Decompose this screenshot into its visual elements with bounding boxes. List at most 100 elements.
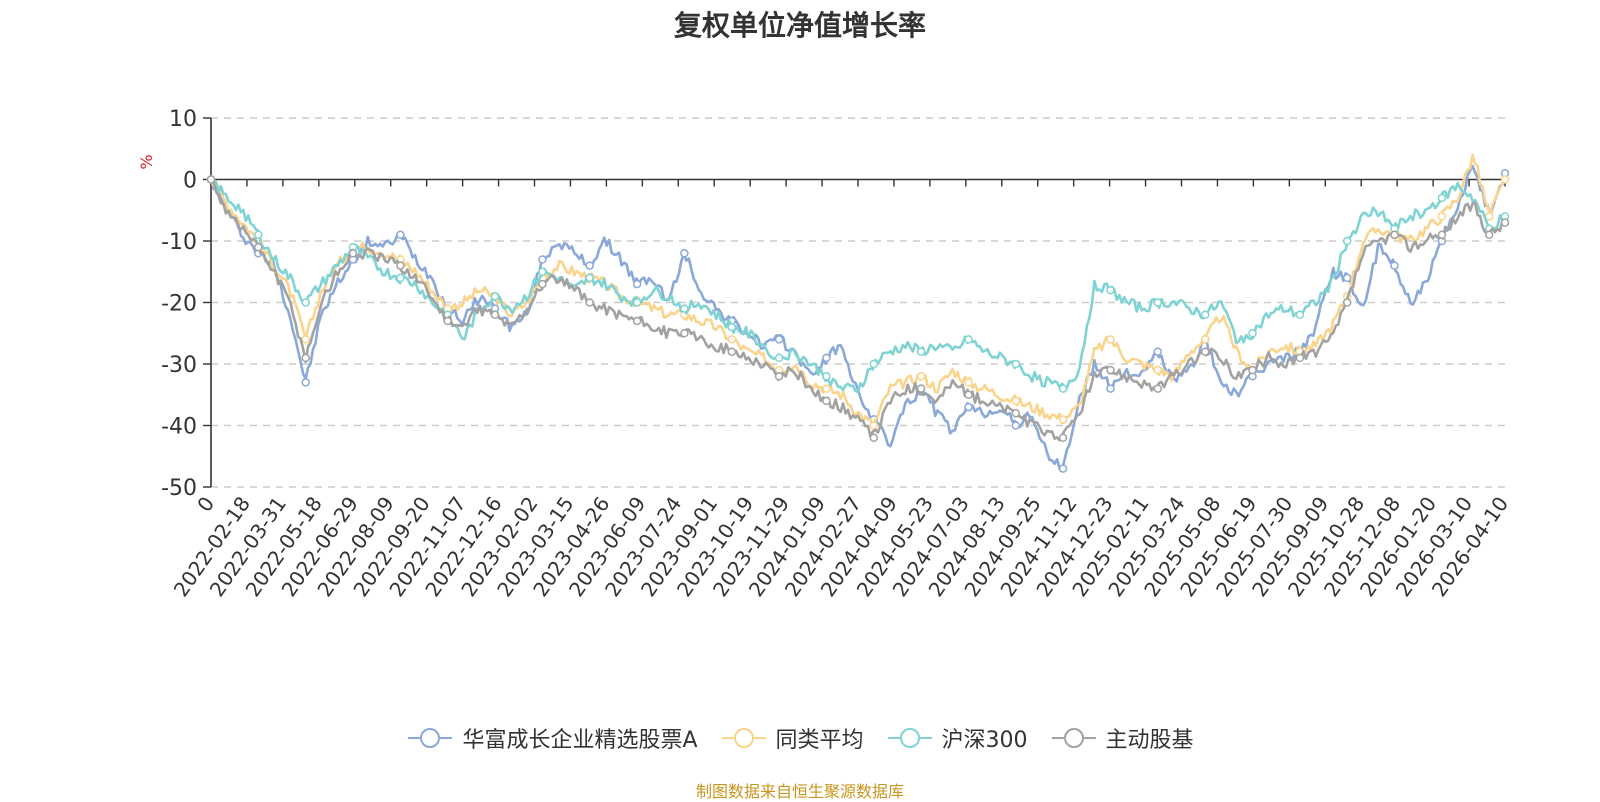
series-point (1200, 310, 1210, 320)
y-tick-label: -10 (161, 230, 197, 255)
series-point (964, 390, 973, 400)
series-point (680, 249, 689, 258)
series-point (1248, 329, 1257, 338)
series-line-0 (209, 165, 1507, 471)
series-point (964, 335, 973, 344)
series-point (1200, 347, 1210, 356)
series-point (1484, 230, 1494, 240)
series-point (1058, 415, 1068, 424)
legend-item-1[interactable]: 同类平均 (720, 722, 864, 754)
series-point (1437, 212, 1447, 221)
series-point (1153, 365, 1163, 375)
series-point (822, 372, 831, 381)
legend-item-3[interactable]: 主动股基 (1050, 722, 1194, 754)
series-point (1500, 175, 1510, 184)
series-point (869, 421, 879, 430)
series-point (1437, 193, 1447, 203)
series-line-3 (210, 178, 1506, 442)
y-tick-label: 0 (183, 169, 197, 194)
series-point (680, 329, 689, 338)
series-point (1295, 353, 1305, 363)
y-tick-label: 10 (169, 107, 197, 132)
y-tick-label: -30 (161, 353, 197, 378)
series-point (254, 242, 263, 252)
series-point (869, 433, 879, 443)
series-point (1153, 347, 1163, 356)
series-point (585, 298, 594, 307)
series-point (727, 322, 737, 332)
series-point (538, 279, 547, 289)
series-point (396, 230, 405, 240)
legend-item-0[interactable]: 华富成长企业精选股票A (406, 722, 698, 754)
series-point (254, 230, 263, 240)
y-axis-label: % (137, 154, 156, 169)
series-point (964, 378, 973, 387)
series-point (822, 353, 831, 363)
y-tick-label: -40 (161, 415, 197, 440)
series-point (490, 292, 500, 301)
series-point (1342, 273, 1352, 283)
y-tick-label: -20 (161, 292, 197, 317)
series-point (632, 298, 642, 307)
series-point (727, 335, 737, 344)
series-point (301, 378, 310, 387)
series-point (869, 359, 879, 369)
series-point (301, 298, 310, 307)
series-point (1248, 365, 1257, 375)
series-point (822, 384, 831, 393)
series-line-2 (210, 178, 1507, 394)
series-point (1011, 359, 1021, 369)
series-point (443, 316, 452, 326)
series-layer (206, 153, 1510, 473)
series-point (1058, 464, 1068, 473)
source-note: 制图数据来自恒生聚源数据库 (695, 782, 904, 801)
legend: 华富成长企业精选股票A 同类平均 沪深300 主动股基 (0, 722, 1600, 754)
series-point (1106, 365, 1115, 375)
series-point (964, 402, 973, 412)
series-point (396, 261, 405, 270)
legend-item-2[interactable]: 沪深300 (886, 722, 1028, 754)
series-point (396, 273, 405, 283)
series-point (1011, 421, 1021, 430)
series-point (1106, 335, 1115, 344)
series-point (585, 273, 594, 283)
series-point (301, 353, 310, 363)
axis-layer: 100-10-20-30-40-5002022-02-182022-03-312… (161, 107, 1513, 601)
series-point (916, 384, 926, 393)
series-point (1200, 335, 1210, 344)
series-point (1390, 261, 1399, 270)
series-point (538, 255, 547, 264)
series-point (206, 175, 216, 184)
series-point (774, 335, 784, 344)
series-point (1106, 285, 1115, 295)
series-point (585, 261, 594, 270)
series-point (1106, 384, 1115, 393)
series-point (727, 347, 737, 356)
series-point (822, 396, 831, 406)
series-line-1 (209, 153, 1507, 429)
series-point (301, 335, 310, 344)
legend-label: 主动股基 (1105, 728, 1194, 753)
x-tick-label: 0 (192, 492, 219, 516)
legend-label: 华富成长企业精选股票A (462, 728, 698, 753)
y-tick-label: -50 (161, 476, 197, 501)
series-point (1390, 230, 1399, 240)
series-point (1058, 433, 1068, 443)
series-point (632, 279, 642, 289)
series-point (774, 372, 784, 381)
series-point (916, 347, 926, 356)
series-point (1484, 212, 1494, 221)
series-point (1011, 396, 1021, 406)
series-point (774, 353, 784, 363)
series-point (1500, 218, 1510, 227)
series-point (348, 249, 358, 258)
legend-label: 同类平均 (775, 728, 864, 753)
chart-title: 复权单位净值增长率 (673, 9, 926, 42)
series-point (490, 310, 500, 320)
series-point (1295, 310, 1305, 320)
series-point (1153, 298, 1163, 307)
series-point (916, 372, 926, 381)
series-point (1342, 298, 1352, 307)
legend-label: 沪深300 (941, 728, 1028, 753)
